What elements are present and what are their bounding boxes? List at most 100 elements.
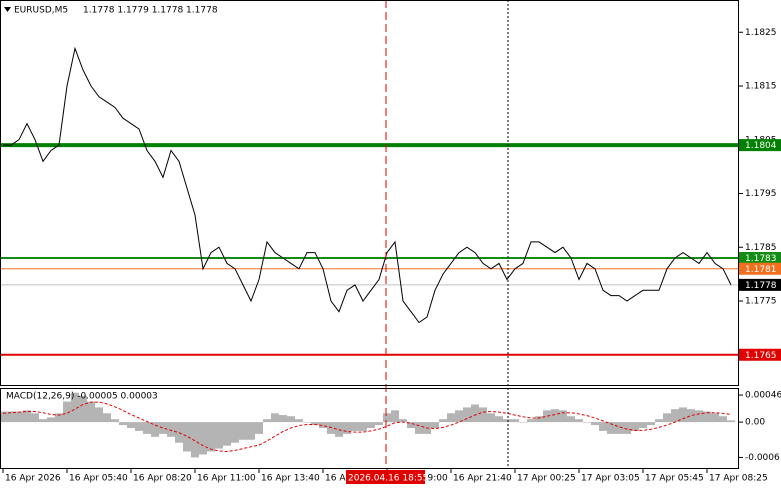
macd-bar (223, 422, 231, 446)
macd-bar (719, 416, 727, 423)
level-tag (739, 139, 781, 152)
cursor-time-tag (346, 470, 425, 484)
signal-line (2, 401, 732, 453)
macd-bar (519, 422, 527, 423)
macd-bar (615, 422, 623, 434)
macd-bar (103, 413, 111, 423)
macd-bar (415, 422, 423, 434)
macd-bar (655, 419, 663, 423)
ohlc-readout: 1.1778 1.1779 1.1778 1.1778 (83, 6, 218, 16)
symbol-title: EURUSD,M5 (14, 6, 68, 16)
y-tick-label: 1.1815 (745, 82, 777, 92)
level-label: 1.1783 (745, 254, 777, 264)
macd-bar (591, 422, 599, 426)
macd-bar (439, 419, 447, 423)
macd-bar (119, 422, 127, 426)
x-tick-label: 16 Apr 05:40 (69, 474, 128, 484)
y-tick-label: 1.1795 (745, 189, 777, 199)
macd-bar (295, 419, 303, 423)
macd-bar (71, 392, 79, 423)
macd-bar (511, 419, 519, 423)
y-tick-label: 1.1825 (745, 28, 777, 38)
macd-bar (55, 413, 63, 423)
macd-bar (95, 407, 103, 423)
macd-bar (31, 413, 39, 423)
main-frame (0, 0, 739, 386)
macd-bar (503, 419, 511, 423)
macd-bar (7, 411, 15, 423)
macd-bar (15, 411, 23, 423)
macd-bar (207, 422, 215, 452)
x-tick-label: 17 Apr 08:25 (709, 474, 768, 484)
macd-bar (623, 422, 631, 434)
macd-bar (495, 416, 503, 423)
macd-bar (327, 422, 335, 434)
macd-bar (255, 422, 263, 434)
macd-bar (191, 422, 199, 458)
macd-bar (87, 401, 95, 423)
macd-bar (239, 422, 247, 440)
macd-bar (671, 409, 679, 423)
macd-bar (463, 407, 471, 423)
macd-bar (575, 419, 583, 423)
macd-bar (215, 422, 223, 449)
macd-bar (167, 422, 175, 437)
macd-title: MACD(12,26,9) -0.00005 0.00003 (6, 392, 158, 402)
macd-bar (535, 416, 543, 423)
macd-bar (687, 409, 695, 423)
menu-icon[interactable] (4, 7, 11, 12)
macd-bar (271, 413, 279, 423)
macd-bar (455, 410, 463, 423)
macd-bar (639, 422, 647, 428)
macd-bar (679, 407, 687, 423)
macd-bar (447, 413, 455, 423)
level-tag (739, 278, 781, 291)
macd-bar (247, 422, 255, 440)
macd-bar (543, 410, 551, 423)
macd-bar (111, 419, 119, 423)
y-tick-label: 1.1785 (745, 243, 777, 253)
macd-bar (567, 416, 575, 423)
macd-bar (631, 422, 639, 431)
macd-bar (0, 411, 7, 423)
macd-bar (711, 413, 719, 423)
macd-bar (399, 419, 407, 423)
macd-bar (559, 410, 567, 423)
cursor-time-label: 2026.04.16 18:55 (348, 474, 428, 484)
level-tag (739, 348, 781, 361)
macd-bar (183, 422, 191, 452)
macd-bar (263, 419, 271, 423)
macd-bar (375, 422, 383, 426)
x-tick-label: 17 Apr 00:25 (517, 474, 576, 484)
x-tick-label: 16 Apr 08:20 (133, 474, 192, 484)
level-tag (739, 262, 781, 275)
macd-bar (471, 404, 479, 423)
macd-bar (527, 419, 535, 423)
level-label: 1.1781 (745, 265, 777, 275)
x-tick-label: 16 Apr 13:40 (261, 474, 320, 484)
macd-bar (143, 422, 151, 434)
macd-bar (287, 416, 295, 423)
macd-bar (231, 422, 239, 443)
macd-tick-label: 0.00046 (745, 391, 781, 401)
macd-bar (135, 422, 143, 431)
macd-bar (47, 417, 55, 423)
macd-tick-label: -0.0006 (745, 453, 780, 463)
macd-bar (359, 422, 367, 431)
macd-bar (607, 422, 615, 434)
macd-bar (199, 422, 207, 455)
macd-bar (599, 422, 607, 431)
macd-bar (367, 422, 375, 428)
x-tick-label: 16 Apr 21:40 (453, 474, 512, 484)
macd-bar (663, 413, 671, 423)
macd-bar (383, 413, 391, 423)
macd-bar (343, 422, 351, 434)
macd-bar (303, 422, 311, 423)
macd-bar (79, 395, 87, 423)
x-tick-label: 16 Apr 2026 (5, 474, 61, 484)
macd-bar (159, 422, 167, 434)
macd-bar (583, 422, 591, 423)
